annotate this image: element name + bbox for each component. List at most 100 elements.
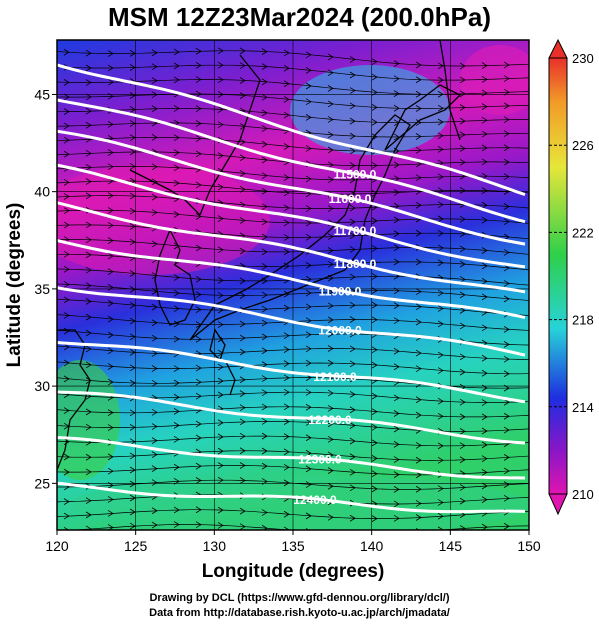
wind-arrow (283, 433, 290, 440)
wind-arrow (107, 299, 114, 307)
wind-arrow (327, 205, 334, 212)
wind-arrow (415, 349, 422, 357)
y-tick-label: 25 (34, 475, 50, 491)
wind-arrow (371, 245, 378, 252)
y-tick-label: 45 (34, 86, 50, 102)
wind-arrow (349, 360, 356, 368)
wind-arrow (437, 259, 444, 267)
wind-arrow (173, 105, 180, 112)
wind-arrow (173, 305, 180, 313)
wind-arrow (415, 160, 422, 168)
wind-arrow (503, 158, 510, 166)
wind-arrow (217, 277, 224, 284)
x-axis-label: Longitude (degrees) (202, 561, 385, 582)
coastline (57, 329, 91, 471)
wind-arrow (85, 377, 92, 384)
wind-arrow (107, 192, 114, 199)
wind-arrow (195, 105, 202, 112)
wind-arrow (349, 391, 356, 398)
wind-arrow (85, 221, 92, 229)
wind-arrow (129, 466, 136, 474)
wind-arrow (107, 467, 114, 475)
wind-arrow (283, 479, 290, 487)
wind-arrow (437, 367, 444, 374)
wind-arrow (503, 218, 510, 226)
wind-arrow (195, 434, 202, 442)
wind-arrow (195, 420, 202, 428)
wind-arrow (261, 48, 268, 55)
wind-arrow (85, 251, 92, 259)
wind-arrow (481, 324, 488, 332)
wind-arrow (503, 355, 510, 363)
wind-arrow (195, 90, 202, 98)
wind-arrow (393, 471, 400, 478)
wind-arrow (173, 506, 180, 514)
wind-arrow (305, 51, 312, 59)
wind-arrow (173, 211, 180, 218)
wind-arrow (261, 63, 268, 70)
wind-arrow (481, 216, 488, 224)
wind-arrow (261, 140, 268, 148)
wind-arrow (371, 133, 378, 141)
wind-arrow (151, 272, 158, 279)
wind-arrow (217, 76, 224, 84)
wind-arrow (393, 441, 400, 448)
wind-arrow (459, 260, 466, 268)
wind-arrow (173, 320, 180, 328)
wind-arrow (437, 289, 444, 297)
wind-arrow (393, 394, 400, 402)
wind-arrow (481, 187, 488, 194)
streamline (57, 450, 529, 461)
wind-arrow (503, 144, 510, 152)
contour-label: 12300.0 (298, 453, 342, 467)
wind-arrow (437, 118, 444, 126)
contour-line (57, 436, 526, 480)
wind-arrow (239, 277, 246, 285)
wind-arrow (305, 67, 312, 74)
wind-arrow (107, 78, 114, 86)
wind-arrow (481, 427, 488, 435)
wind-arrow (107, 207, 114, 214)
wind-arrow (261, 93, 268, 101)
contour-label: 12000.0 (318, 324, 362, 338)
wind-arrow (107, 284, 114, 291)
wind-arrow (85, 282, 92, 290)
wind-arrow (459, 90, 466, 98)
wind-arrow (327, 85, 334, 92)
wind-arrow (217, 321, 224, 328)
wind-arrow (173, 76, 180, 84)
wind-arrow (371, 118, 378, 126)
wind-arrow (349, 246, 356, 253)
wind-arrow (481, 247, 488, 254)
y-axis-label: Latitude (degrees) (4, 203, 25, 368)
wind-arrow (63, 179, 70, 186)
wind-arrow (481, 399, 488, 406)
wind-arrow (283, 96, 290, 103)
wind-arrow (261, 248, 268, 256)
wind-arrow (415, 288, 422, 296)
wind-arrow (129, 508, 136, 516)
wind-arrow (415, 229, 422, 237)
wind-arrow (129, 349, 136, 356)
wind-arrow (173, 242, 180, 250)
wind-arrow (349, 147, 356, 155)
wind-arrow (217, 476, 224, 484)
page-title: MSM 12Z23Mar2024 (200.0hPa) (108, 2, 491, 32)
wind-arrow (195, 47, 202, 55)
wind-arrow (85, 511, 92, 519)
wind-arrow (481, 62, 488, 69)
wind-arrow (217, 246, 224, 254)
wind-arrow (393, 90, 400, 97)
wind-arrow (85, 497, 92, 505)
wind-arrow (239, 390, 246, 397)
wind-arrow (283, 418, 290, 425)
streamline (57, 479, 529, 490)
wind-arrow (415, 471, 422, 479)
wind-arrow (151, 479, 158, 486)
contour-label: 11800.0 (334, 257, 377, 271)
streamline (57, 93, 529, 109)
wind-arrow (437, 201, 444, 209)
colorbar-tick-label: 226 (572, 138, 594, 153)
wind-arrow (371, 301, 378, 309)
wind-arrow (261, 333, 268, 341)
